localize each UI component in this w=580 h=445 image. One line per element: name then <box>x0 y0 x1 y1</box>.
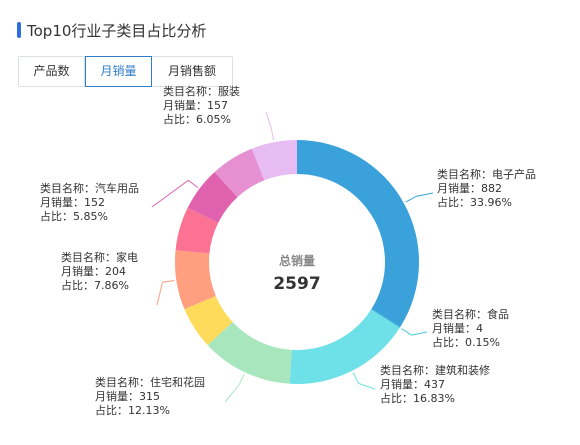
slice-label-line: 占比：33.96% <box>437 195 512 209</box>
center-title: 总销量 <box>279 253 315 268</box>
slice-label-line: 月销量：4 <box>432 321 483 335</box>
slice-label-line: 占比：12.13% <box>95 403 170 417</box>
tab-monthly-sales[interactable]: 月销量 <box>85 56 152 87</box>
slice-label-line: 月销量：152 <box>40 195 105 209</box>
slice-label-line: 占比：6.05% <box>163 112 231 126</box>
donut-slice[interactable] <box>187 172 238 223</box>
center-value: 2597 <box>273 274 320 294</box>
metric-tabs: 产品数 月销量 月销售额 <box>18 56 233 87</box>
donut-slice[interactable] <box>251 140 297 181</box>
slice-label-line: 占比：16.83% <box>380 391 455 405</box>
leader-line <box>405 192 434 203</box>
donut-slice[interactable] <box>207 321 292 384</box>
leader-line <box>224 373 245 403</box>
slice-label-line: 月销量：315 <box>95 389 160 403</box>
leader-line <box>265 111 275 141</box>
slice-label-line: 类目名称：住宅和花园 <box>95 375 205 389</box>
title-accent-bar <box>17 22 21 38</box>
leader-lines <box>151 111 434 403</box>
donut-slice[interactable] <box>184 295 233 346</box>
slice-label-line: 月销量：204 <box>61 264 126 278</box>
slice-label-line: 类目名称：家电 <box>61 250 138 264</box>
slice-label-line: 类目名称：服装 <box>163 84 240 98</box>
slice-label-line: 月销量：882 <box>437 181 502 195</box>
slice-label-line: 类目名称：汽车用品 <box>40 181 139 195</box>
slice-label-line: 月销量：157 <box>163 98 228 112</box>
slice-label-line: 类目名称：电子产品 <box>437 167 536 181</box>
slice-labels: 类目名称：电子产品月销量：882占比：33.96%类目名称：食品月销量：4占比：… <box>40 84 536 417</box>
slice-label-line: 占比：0.15% <box>432 335 500 349</box>
donut-slice[interactable] <box>289 309 400 384</box>
slice-label-line: 类目名称：建筑和装修 <box>380 363 490 377</box>
donut-slice[interactable] <box>214 148 265 198</box>
donut-slices <box>174 140 419 384</box>
tab-monthly-revenue[interactable]: 月销售额 <box>152 57 232 86</box>
leader-line <box>156 279 175 306</box>
slice-label-line: 占比：5.85% <box>40 209 108 223</box>
donut-slice[interactable] <box>370 308 401 329</box>
slice-label-line: 月销量：437 <box>380 377 445 391</box>
donut-slice[interactable] <box>174 250 216 310</box>
page-title: Top10行业子类目占比分析 <box>27 21 207 40</box>
donut-slice[interactable] <box>297 140 419 328</box>
leader-line <box>401 328 428 336</box>
slice-label-line: 类目名称：食品 <box>432 307 509 321</box>
chart-header: Top10行业子类目占比分析 <box>17 19 206 41</box>
tab-product-count[interactable]: 产品数 <box>19 57 85 86</box>
leader-line <box>151 179 199 208</box>
donut-slice[interactable] <box>175 207 219 254</box>
slice-label-line: 占比：7.86% <box>61 278 129 292</box>
leader-line <box>352 372 376 390</box>
